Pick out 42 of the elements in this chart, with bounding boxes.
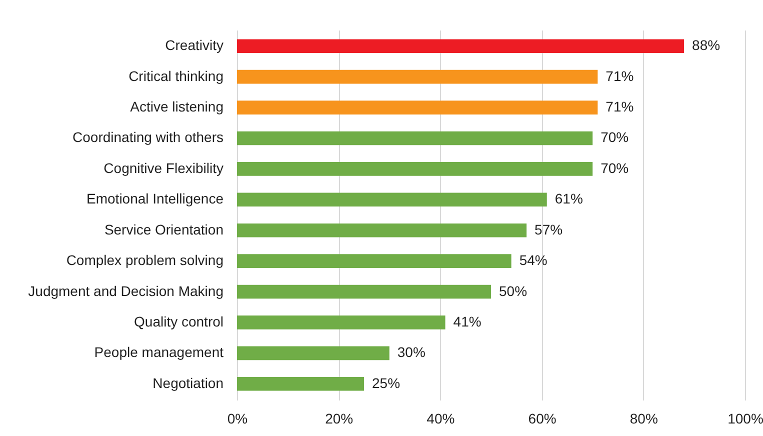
data-label: 61% (554, 190, 583, 207)
bar (237, 100, 598, 114)
bar (237, 223, 527, 238)
bar (237, 284, 491, 299)
bar (237, 192, 547, 207)
data-label: 88% (692, 37, 720, 54)
x-tick-label: 20% (325, 410, 354, 426)
bar (237, 346, 390, 360)
data-label: 71% (606, 68, 634, 84)
y-tick-label: Critical thinking (128, 68, 224, 84)
x-tick-label: 80% (630, 410, 658, 426)
y-tick-label: Service Orientation (104, 221, 224, 238)
bar (237, 376, 364, 391)
data-label: 25% (372, 374, 400, 391)
data-label: 41% (453, 313, 482, 330)
x-tick-label: 0% (227, 410, 248, 426)
data-label: 70% (600, 160, 629, 176)
y-tick-label: Complex problem solving (66, 252, 224, 268)
y-tick-label: Cognitive Flexibility (104, 160, 224, 176)
x-tick-label: 60% (528, 410, 556, 426)
y-tick-label: Creativity (165, 37, 224, 54)
bar (237, 316, 446, 330)
y-tick-label: Emotional Intelligence (86, 190, 224, 207)
y-tick-label: Judgment and Decision Making (28, 282, 224, 299)
bar (237, 254, 512, 268)
bar (237, 39, 684, 54)
y-tick-label: Active listening (130, 98, 224, 115)
y-tick-label: Coordinating with others (72, 129, 224, 146)
data-label: 54% (519, 252, 548, 268)
data-label: 57% (534, 221, 563, 238)
data-label: 50% (499, 282, 528, 299)
y-tick-label: Negotiation (152, 374, 224, 391)
data-label: 70% (600, 129, 629, 146)
data-label: 71% (606, 98, 634, 115)
x-tick-label: 40% (426, 410, 455, 426)
y-tick-label: Quality control (134, 313, 224, 330)
data-label: 30% (397, 344, 426, 360)
bar (237, 131, 593, 146)
y-tick-label: People management (94, 344, 224, 360)
bar (237, 162, 593, 176)
bar (237, 70, 598, 84)
x-tick-label: 100% (728, 410, 763, 426)
